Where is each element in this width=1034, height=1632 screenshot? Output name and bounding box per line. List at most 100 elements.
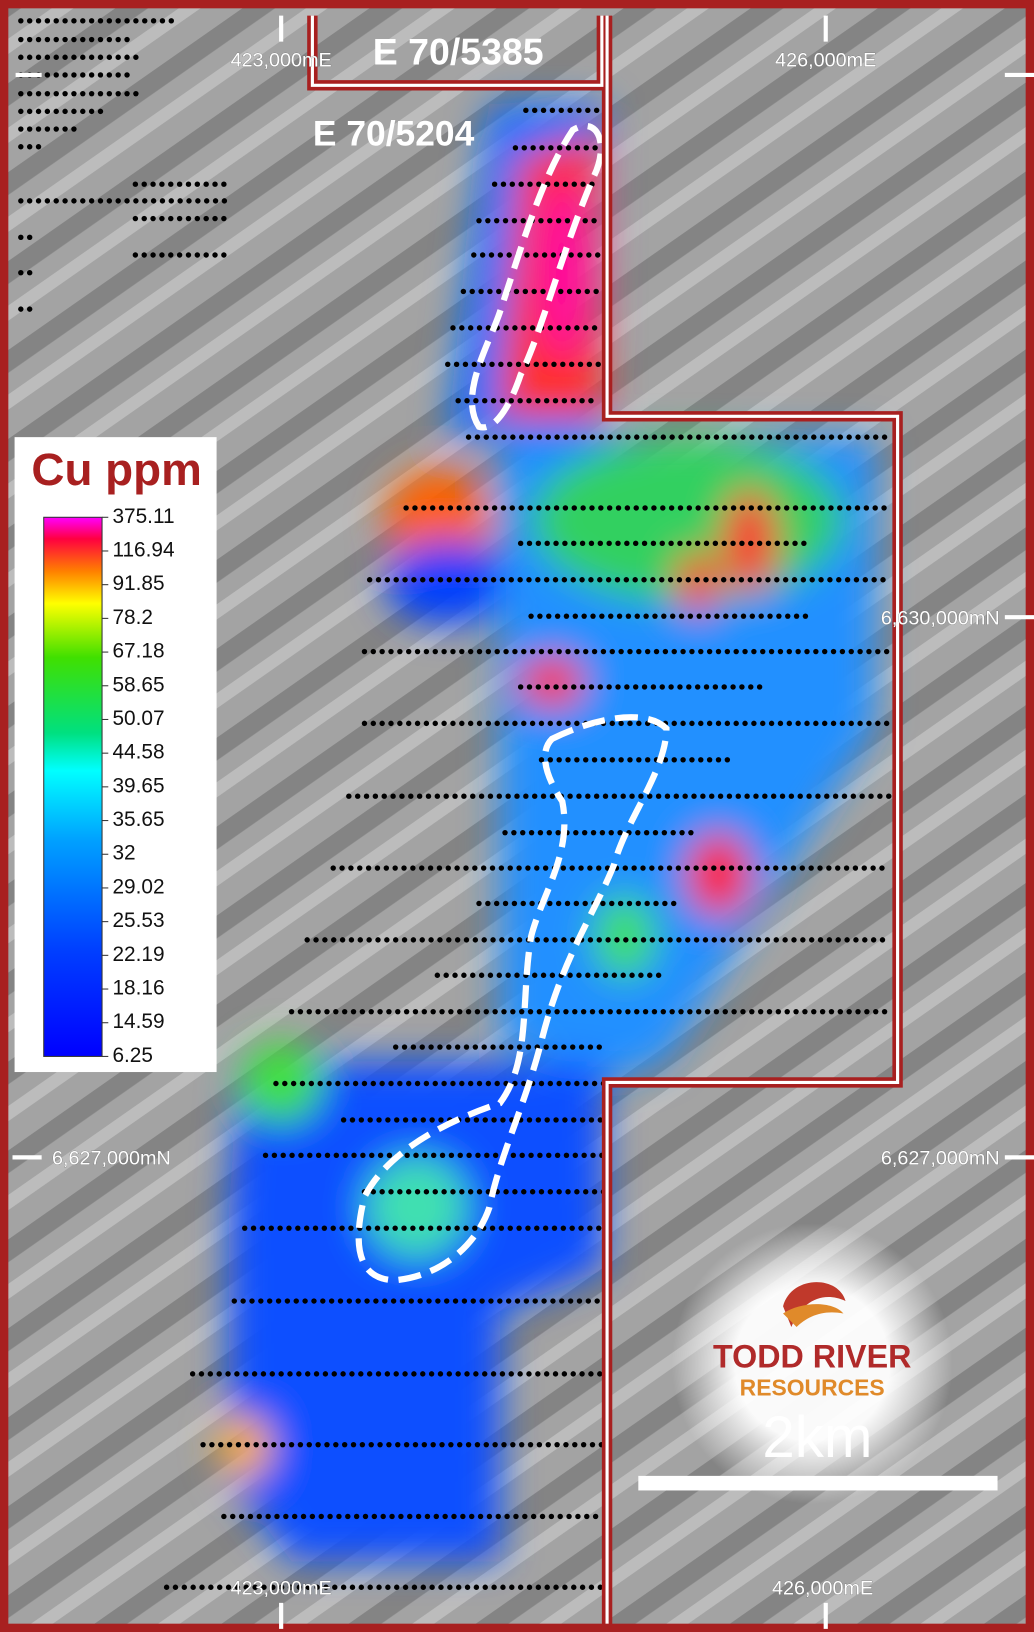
sample-point [498, 865, 505, 871]
sample-point [714, 613, 720, 619]
sample-point [448, 1008, 454, 1015]
sample-point [289, 1152, 295, 1159]
sample-point [221, 252, 227, 258]
sample-point [609, 900, 615, 907]
sample-point [512, 1189, 518, 1195]
sample-point [881, 434, 888, 440]
sample-point [720, 577, 727, 583]
sample-point [809, 577, 815, 583]
sample-point [339, 1225, 345, 1231]
sample-point [549, 972, 556, 978]
sample-point [695, 505, 701, 511]
sample-point [765, 540, 772, 547]
sample-point [644, 900, 650, 907]
sample-point [525, 1044, 532, 1050]
sample-point [513, 288, 520, 295]
sample-point [781, 865, 788, 871]
sample-point [531, 107, 538, 114]
sample-point [389, 1513, 395, 1520]
sample-point [124, 198, 130, 204]
sample-point [591, 325, 598, 331]
sample-point [221, 198, 228, 204]
sample-point [641, 684, 648, 690]
sample-point [799, 865, 806, 871]
sample-point [323, 1584, 329, 1590]
sample-point [657, 865, 664, 871]
sample-point [835, 937, 841, 943]
sample-point [510, 1008, 516, 1015]
sample-point [18, 234, 24, 241]
sample-point [397, 1080, 403, 1087]
sample-point [476, 1189, 483, 1195]
sample-point [554, 613, 561, 619]
sample-point [582, 900, 588, 907]
sample-point [401, 937, 408, 943]
sample-point [542, 865, 549, 871]
sample-point [342, 1152, 348, 1159]
sample-point [372, 793, 379, 799]
sample-point [513, 1513, 519, 1520]
sample-point [26, 36, 33, 43]
sample-point [340, 1584, 347, 1590]
sample-point [565, 757, 571, 763]
sample-point [250, 1225, 257, 1231]
sample-point [726, 793, 733, 799]
tenement-label: E 70/5385 [373, 31, 544, 73]
logo-text: RESOURCES [740, 1375, 885, 1401]
sample-point [538, 217, 544, 224]
sample-point [341, 1008, 348, 1015]
sample-point [800, 577, 807, 583]
sample-point [591, 648, 598, 655]
sample-point [492, 1008, 498, 1015]
sample-point [277, 1225, 283, 1231]
sample-point [667, 937, 673, 943]
sample-point [579, 1117, 586, 1123]
sample-point [421, 505, 427, 511]
sample-point [782, 577, 789, 583]
sample-point [572, 1441, 578, 1448]
sample-point [124, 54, 130, 60]
sample-point [538, 648, 545, 655]
sample-point [26, 234, 33, 241]
sample-point [492, 1152, 499, 1159]
sample-point [640, 937, 647, 943]
sample-point [845, 505, 852, 511]
sample-point [518, 181, 524, 187]
sample-point [159, 181, 165, 187]
sample-point [627, 720, 633, 727]
sample-point [634, 1008, 640, 1015]
sample-point [35, 144, 42, 150]
sample-point [324, 1008, 330, 1015]
sample-point [685, 577, 691, 583]
sample-point [159, 198, 166, 204]
sample-point [592, 1513, 599, 1520]
sample-point [407, 1513, 413, 1520]
sample-point [788, 793, 795, 799]
sample-point [775, 434, 782, 440]
sample-point [527, 1441, 534, 1448]
sample-point [124, 18, 130, 24]
sample-point [545, 505, 551, 511]
sample-point [526, 1117, 533, 1123]
sample-point [528, 829, 535, 836]
sample-point [534, 1225, 540, 1231]
sample-point [583, 757, 589, 763]
sample-point [643, 829, 650, 836]
sample-point [791, 937, 797, 943]
sample-point [35, 198, 42, 204]
sample-point [260, 1371, 267, 1377]
sample-point [420, 1371, 426, 1377]
sample-point [689, 757, 695, 763]
sample-point [482, 577, 488, 583]
sample-point [680, 720, 686, 727]
sample-point [80, 108, 86, 115]
sample-point [296, 1371, 302, 1377]
sample-point [297, 1441, 304, 1448]
sample-point [581, 1152, 587, 1159]
sample-point [678, 1008, 684, 1015]
sample-point [579, 398, 585, 404]
sample-point [309, 1513, 316, 1520]
sample-point [589, 1008, 596, 1015]
sample-point [464, 577, 470, 583]
sample-point [500, 181, 507, 187]
